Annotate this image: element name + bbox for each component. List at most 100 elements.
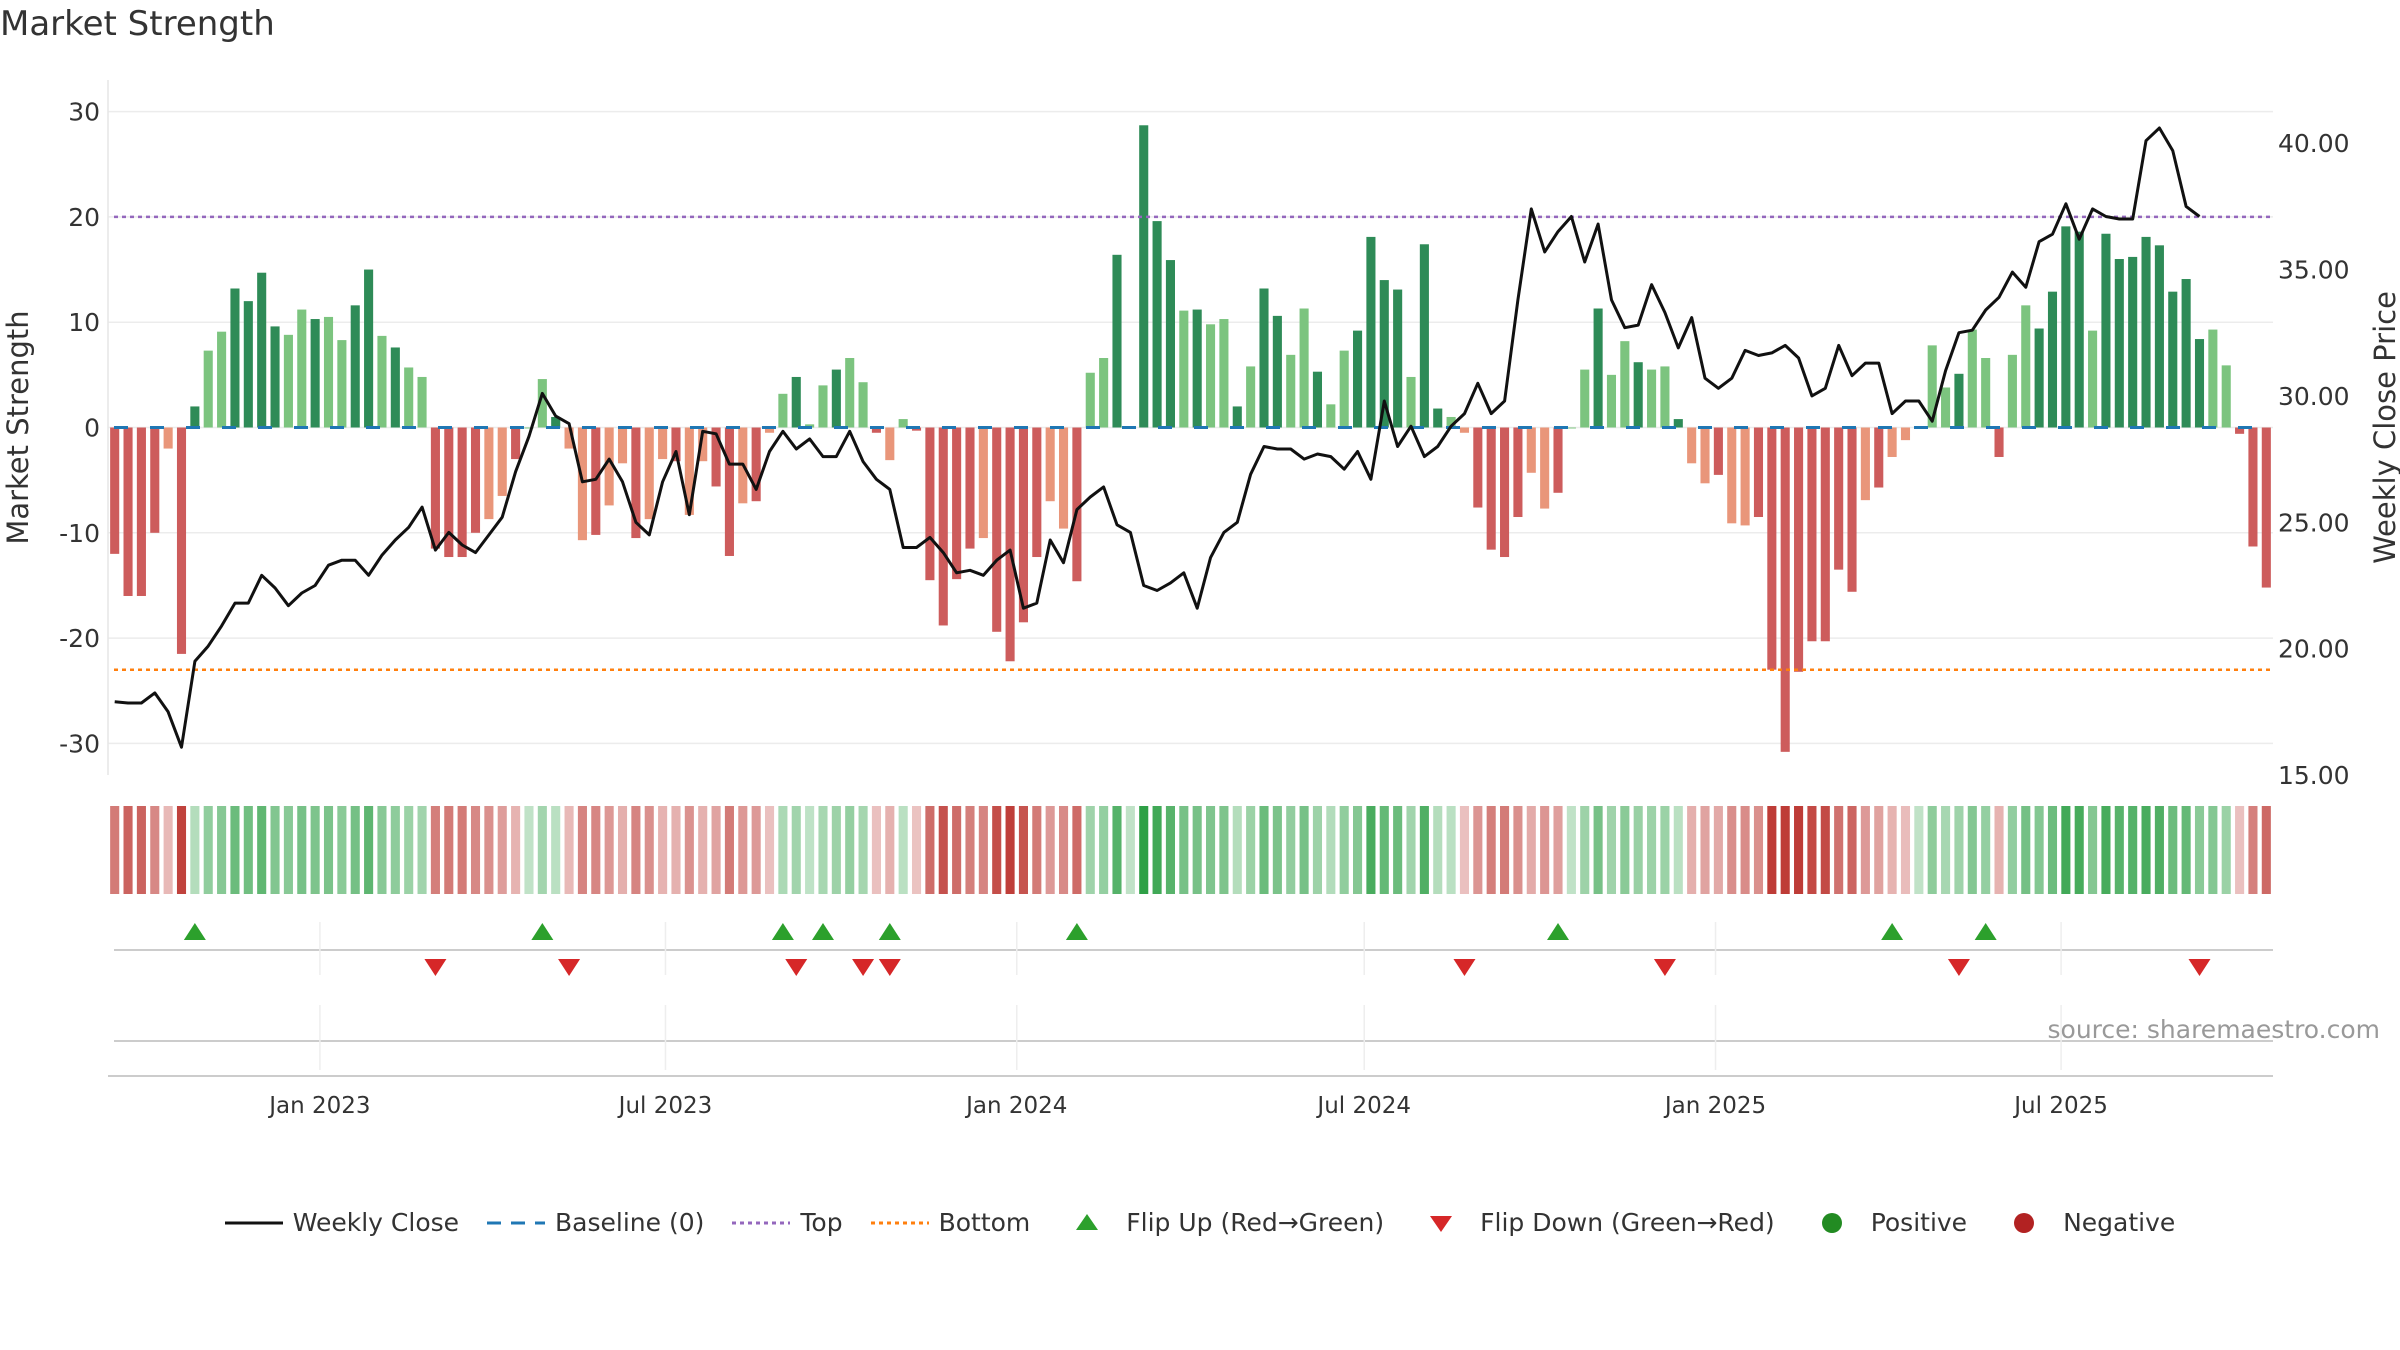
heat-strip-cell: [738, 806, 748, 894]
triangle-down-icon: [1412, 1210, 1470, 1236]
heat-strip-cell: [150, 806, 160, 894]
heat-strip-cell: [470, 806, 481, 894]
heat-strip-cell: [1687, 806, 1697, 894]
heat-strip-cell: [1660, 806, 1670, 894]
strength-bar: [2128, 256, 2138, 428]
heat-strip-cell: [1299, 806, 1309, 894]
strength-bar: [270, 326, 280, 428]
legend: Weekly Close Baseline (0) Top Bottom Flip Up…: [0, 1208, 2400, 1237]
heat-strip-cell: [1994, 806, 2004, 894]
heat-strip-cell: [1179, 806, 1189, 894]
flip-up-marker: [811, 923, 834, 940]
heat-strip-cell: [1058, 806, 1069, 894]
strength-bar: [2181, 279, 2191, 428]
strength-bar: [1887, 427, 1897, 457]
heat-strip-cell: [1165, 806, 1175, 894]
heat-strip-cell: [1727, 806, 1737, 894]
strength-bar: [1058, 427, 1069, 529]
strength-bar: [2047, 291, 2058, 428]
strength-bar: [591, 427, 601, 535]
heat-strip-cell: [1500, 806, 1510, 894]
strength-bar: [1660, 366, 1670, 428]
heat-strip-cell: [1566, 806, 1576, 894]
x-tick-label: Jan 2025: [1663, 1093, 1766, 1119]
strength-bar: [2235, 427, 2245, 434]
strength-bar: [524, 427, 534, 429]
solid-line-icon: [224, 1210, 283, 1236]
heat-strip-cell: [1981, 806, 1991, 894]
heat-strip-cell: [1593, 806, 1603, 894]
heat-strip-cell: [778, 806, 788, 894]
heat-strip-cell: [658, 806, 668, 894]
strength-bar: [1780, 427, 1790, 752]
strength-bar: [163, 427, 173, 449]
strength-bar: [364, 269, 374, 428]
strength-bar: [671, 427, 681, 462]
strength-bar: [992, 427, 1002, 632]
strength-bar: [1272, 315, 1282, 428]
heat-strip-cell: [1005, 806, 1015, 894]
strength-bar: [805, 424, 815, 428]
strength-bar: [2101, 233, 2111, 428]
heat-strip-cell: [1112, 806, 1122, 894]
y-tick-label: 20: [68, 203, 100, 232]
heat-strip-cell: [2047, 806, 2058, 894]
strength-bar: [1593, 308, 1603, 428]
heat-strip-cell: [417, 806, 427, 894]
heat-strip-cell: [751, 806, 761, 894]
heat-strip-cell: [1540, 806, 1550, 894]
heat-strip-cell: [2101, 806, 2111, 894]
heat-strip-cell: [1820, 806, 1830, 894]
heat-strip-cell: [123, 806, 133, 894]
legend-label: Positive: [1870, 1208, 1968, 1237]
strength-bar: [2034, 328, 2044, 428]
strength-bar: [1419, 244, 1429, 428]
flip-up-marker: [771, 923, 794, 940]
heat-strip-cell: [698, 806, 708, 894]
strength-bar: [1820, 427, 1830, 642]
strength-bar: [1967, 329, 1977, 428]
strength-bar: [1433, 408, 1443, 428]
strength-bar: [2248, 427, 2258, 547]
heat-strip-cell: [2007, 806, 2017, 894]
heat-strip-cell: [337, 806, 347, 894]
strength-bar: [243, 301, 253, 428]
strength-bar: [577, 427, 587, 541]
strength-bar: [1179, 310, 1189, 428]
strength-bar: [323, 316, 334, 428]
heat-strip-cell: [711, 806, 721, 894]
heat-strip-cell: [203, 806, 213, 894]
strength-bar: [764, 427, 775, 433]
strength-bar: [1005, 427, 1015, 662]
strength-bar: [110, 427, 120, 554]
y-tick-label: 0: [84, 414, 100, 443]
strength-bar: [1312, 371, 1323, 428]
y2-tick-label: 15.00: [2278, 761, 2350, 790]
strength-bar: [1446, 416, 1456, 428]
strength-bar: [511, 427, 521, 460]
heat-strip: [110, 806, 2271, 894]
strength-bar: [1860, 427, 1870, 501]
strength-bar: [1606, 374, 1617, 428]
heat-strip-cell: [2034, 806, 2044, 894]
heat-strip-cell: [1954, 806, 1964, 894]
heat-strip-cell: [1326, 806, 1336, 894]
strength-bar: [1753, 427, 1764, 518]
strength-bar: [1165, 260, 1175, 428]
strength-bar: [230, 288, 240, 428]
strength-bar: [297, 309, 307, 428]
heat-strip-cell: [1125, 806, 1135, 894]
heat-strip-cell: [1941, 806, 1951, 894]
strength-bar: [2061, 226, 2071, 428]
strength-bar: [1794, 427, 1804, 672]
y-axis-title: Market Strength: [1, 310, 35, 544]
heat-strip-cell: [591, 806, 601, 894]
strength-bar: [337, 340, 347, 428]
heat-strip-cell: [190, 806, 200, 894]
heat-strip-cell: [364, 806, 374, 894]
heat-strip-cell: [457, 806, 467, 894]
strength-bar: [2021, 305, 2031, 428]
flip-down-marker: [1653, 959, 1676, 976]
heat-strip-cell: [805, 806, 815, 894]
strength-bar: [1353, 330, 1363, 428]
